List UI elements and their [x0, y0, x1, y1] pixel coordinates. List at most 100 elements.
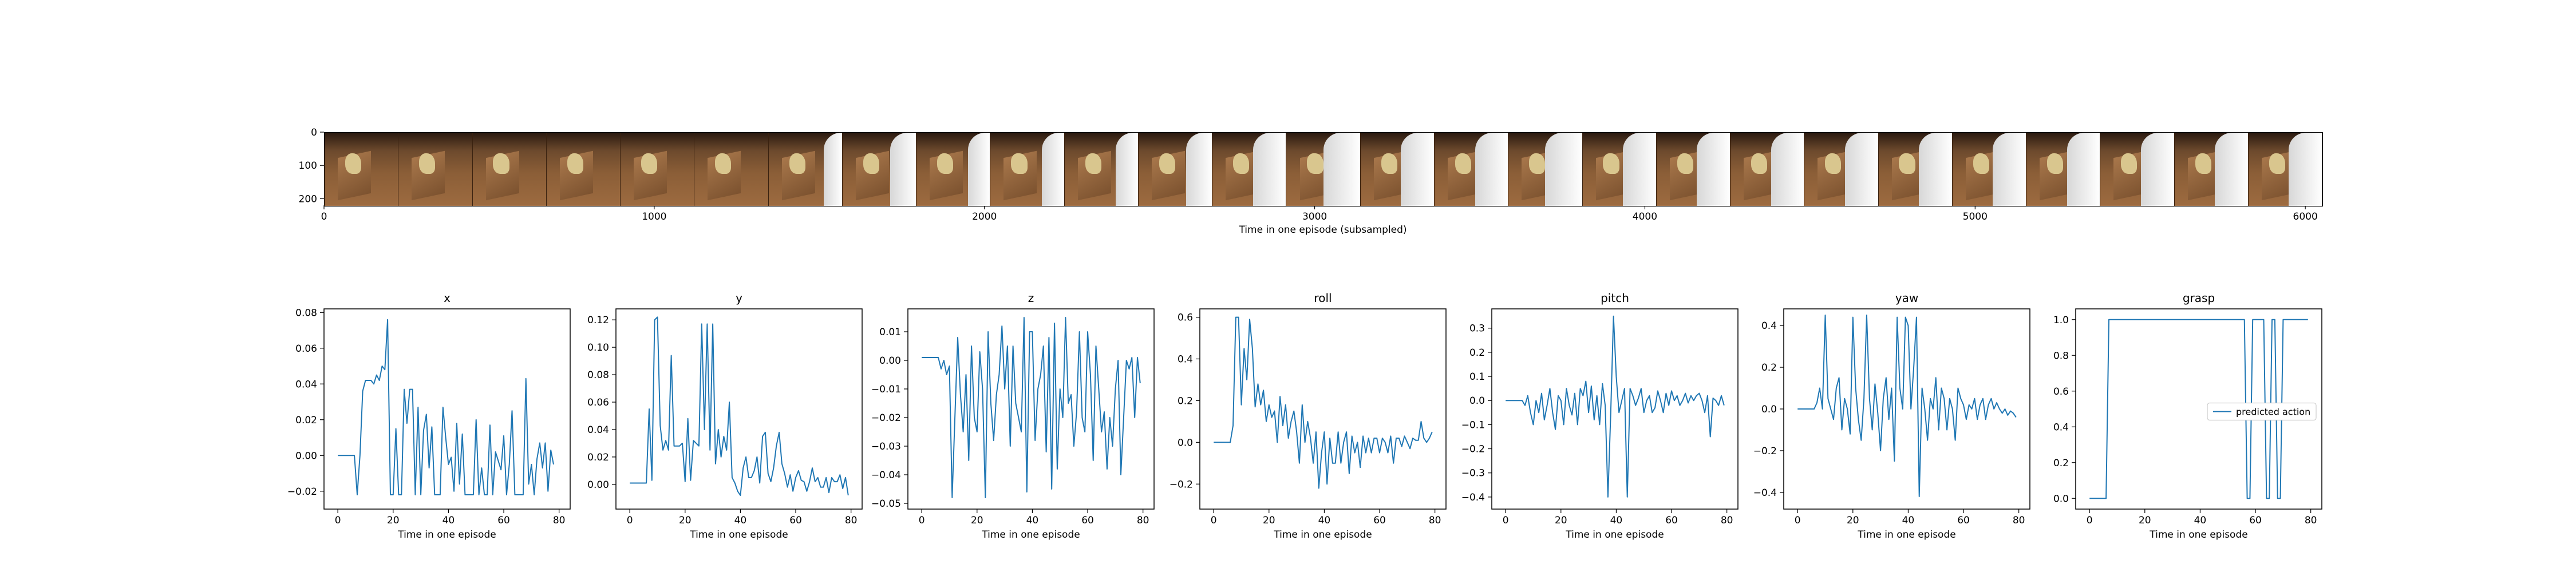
robot-arm: [1475, 133, 1508, 206]
x-tick-label: 60: [1081, 515, 1094, 526]
x-tick-label: 60: [789, 515, 802, 526]
y-tick-label: 0.4: [2053, 422, 2069, 433]
y-tick-label: 0.04: [295, 379, 317, 390]
subplot-frame: [907, 308, 1155, 510]
y-tick-label: 0.8: [2053, 350, 2069, 362]
episode-frame: [2174, 133, 2249, 206]
subplot-yaw: yaw 0 20 40 60 80 −0.4 −0.2 0.0 0.2 0.4 Time in one…: [1753, 291, 2030, 541]
y-tick-label: −0.3: [1461, 468, 1485, 479]
episode-frame: [325, 133, 399, 206]
frame-object: [1603, 153, 1619, 174]
frame-object: [567, 153, 583, 174]
y-tick-label: 0.10: [587, 342, 609, 353]
frame-object: [789, 153, 805, 174]
robot-arm: [2289, 133, 2322, 206]
y-tick-label: 0.6: [2053, 386, 2069, 398]
episode-frame: [1360, 133, 1435, 206]
x-tick-label: 20: [971, 515, 983, 526]
frame-object: [1751, 153, 1768, 174]
subplot-z: z 0 20 40 60 80 −0.05 −0.04 −0.03 −0.02 −0.01 0.00 0…: [871, 291, 1155, 541]
frame-object: [863, 153, 879, 174]
frame-object: [345, 153, 362, 174]
x-axis-label: Time in one episode: [397, 529, 496, 541]
subplot-title: yaw: [1895, 291, 1918, 305]
y-tick-label: 0.02: [295, 415, 317, 426]
strip-x-tick-label: 0: [321, 211, 327, 223]
strip-x-tick-label: 5000: [1963, 211, 1988, 223]
frame-object: [1455, 153, 1472, 174]
series-line-predicted-action: [2089, 319, 2308, 499]
subplot-pitch: pitch 0 20 40 60 80 −0.4 −0.3 −0.2 −0.1 0.0 0.1 0.2 0…: [1461, 291, 1739, 541]
x-tick-label: 0: [1795, 515, 1801, 526]
robot-arm: [1186, 133, 1212, 206]
y-tick-label: −0.04: [871, 470, 901, 481]
episode-frame: [546, 133, 621, 206]
robot-arm: [1116, 133, 1138, 206]
strip-x-tick-label: 2000: [972, 211, 997, 223]
frame-object: [1677, 153, 1693, 174]
y-tick-label: −0.05: [871, 498, 901, 510]
frame-object: [2269, 153, 2286, 174]
frame-object: [1085, 153, 1101, 174]
x-tick-label: 80: [553, 515, 566, 526]
frame-object: [419, 153, 436, 174]
y-tick-label: 0.06: [295, 343, 317, 355]
strip-x-axis-label: Time in one episode (subsampled): [1238, 224, 1406, 236]
x-tick-label: 0: [2087, 515, 2093, 526]
y-tick-label: 0.12: [587, 315, 609, 326]
legend-box: [2207, 402, 2317, 421]
subplot-y: y 0 20 40 60 80 0.00 0.02 0.04 0.06 0.08 0.10 0.12 Ti…: [587, 291, 863, 541]
x-tick-label: 20: [1263, 515, 1275, 526]
y-tick-label: 0.6: [1178, 312, 1193, 324]
episode-frame: [621, 133, 695, 206]
subplot-frame: [323, 308, 571, 510]
x-tick-label: 0: [335, 515, 341, 526]
x-tick-label: 60: [2249, 515, 2262, 526]
x-tick-label: 20: [1847, 515, 1859, 526]
x-tick-label: 40: [1026, 515, 1039, 526]
y-tick-label: −0.01: [871, 384, 901, 395]
y-tick-label: 0.0: [1178, 437, 1193, 448]
frame-object: [1381, 153, 1397, 174]
robot-arm: [1697, 133, 1730, 206]
episode-frame: [1286, 133, 1361, 206]
y-tick-label: 0.2: [1761, 362, 1777, 374]
legend-label: predicted action: [2236, 407, 2310, 418]
y-tick-label: 0.00: [295, 450, 317, 462]
x-axis-label: Time in one episode: [1857, 529, 1955, 541]
x-tick-label: 40: [734, 515, 747, 526]
strip-x-tick-label: 3000: [1302, 211, 1327, 223]
x-tick-label: 60: [497, 515, 510, 526]
episode-frame-strip: [324, 132, 2323, 206]
y-tick-label: −0.03: [871, 441, 901, 452]
strip-x-tick-label: 1000: [642, 211, 666, 223]
robot-arm: [890, 133, 916, 206]
x-tick-label: 20: [679, 515, 692, 526]
robot-arm: [2215, 133, 2248, 206]
episode-frame: [398, 133, 473, 206]
episode-frame: [472, 133, 547, 206]
x-tick-label: 60: [1373, 515, 1386, 526]
x-tick-label: 40: [1902, 515, 1915, 526]
subplot-frame: [1199, 308, 1447, 510]
x-tick-label: 0: [1503, 515, 1509, 526]
x-tick-label: 80: [2305, 515, 2317, 526]
y-tick-label: 1.0: [2053, 315, 2069, 326]
x-axis-label: Time in one episode: [1273, 529, 1372, 541]
x-tick-label: 0: [1211, 515, 1217, 526]
episode-frame: [2026, 133, 2101, 206]
subplot-frame: [1783, 308, 2030, 510]
series-line-predicted-action: [1797, 314, 2017, 498]
episode-frame: [694, 133, 769, 206]
x-tick-label: 0: [627, 515, 633, 526]
y-tick-label: −0.1: [1461, 419, 1485, 431]
episode-frame: [1138, 133, 1213, 206]
subplot-frame: [615, 308, 863, 510]
y-tick-label: −0.2: [1170, 479, 1193, 490]
y-tick-label: 0.2: [1469, 347, 1485, 359]
frame-object: [1307, 153, 1323, 174]
x-tick-label: 0: [919, 515, 925, 526]
series-line-predicted-action: [338, 319, 554, 495]
x-axis-label: Time in one episode: [981, 529, 1080, 541]
